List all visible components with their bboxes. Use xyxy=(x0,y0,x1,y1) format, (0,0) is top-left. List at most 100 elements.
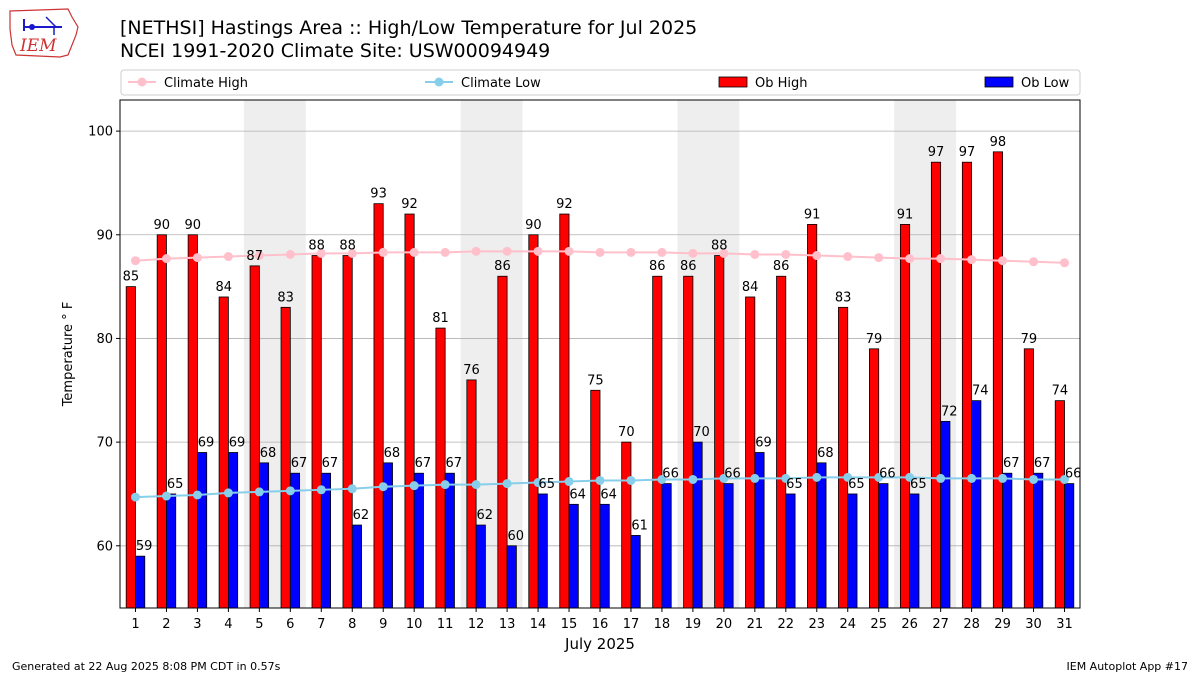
ob-high-bar xyxy=(776,275,787,609)
ob-high-bar xyxy=(466,379,477,609)
climate-low-point xyxy=(1029,474,1039,484)
climate-low-point xyxy=(719,473,729,483)
x-tick-label: 20 xyxy=(716,617,733,632)
ob-low-bar xyxy=(444,472,455,609)
climate-high-point xyxy=(936,254,946,264)
climate-high-point xyxy=(409,247,419,257)
ob-high-bar xyxy=(528,234,539,609)
ob-low-label: 67 xyxy=(291,456,308,471)
ob-high-label: 97 xyxy=(928,145,945,160)
ob-high-bar xyxy=(590,389,601,609)
ob-high-label: 79 xyxy=(866,332,883,347)
ob-low-bar xyxy=(692,441,703,609)
climate-high-point xyxy=(502,246,512,256)
climate-high-point xyxy=(688,248,698,258)
x-tick-label: 19 xyxy=(685,617,702,632)
ob-low-bar xyxy=(1033,472,1044,609)
ob-low-label: 66 xyxy=(1065,467,1082,482)
ob-high-bar xyxy=(435,327,446,609)
ob-low-label: 59 xyxy=(136,539,153,554)
ob-high-label: 86 xyxy=(494,259,511,274)
legend-label: Ob Low xyxy=(1021,76,1070,91)
climate-high-point xyxy=(378,247,388,257)
x-tick-label: 1 xyxy=(131,617,139,632)
climate-high-point xyxy=(1060,258,1070,268)
x-tick-label: 3 xyxy=(193,617,201,632)
ob-low-label: 68 xyxy=(260,446,277,461)
climate-lines xyxy=(130,246,1070,502)
climate-high-point xyxy=(719,248,729,258)
chart-title: [NETHSI] Hastings Area :: High/Low Tempe… xyxy=(120,17,698,39)
ob-high-bar xyxy=(992,151,1003,609)
climate-high-point xyxy=(967,255,977,265)
climate-high-point xyxy=(657,247,667,257)
logo-text: IEM xyxy=(19,36,57,56)
ob-high-label: 88 xyxy=(339,239,356,254)
ob-low-bar xyxy=(630,535,641,609)
climate-high-point xyxy=(812,251,822,261)
climate-low-point xyxy=(688,474,698,484)
legend-label: Climate High xyxy=(164,76,248,91)
legend-item-climate-low: Climate Low xyxy=(425,76,541,91)
climate-low-point xyxy=(843,472,853,482)
ob-low-bar xyxy=(723,483,734,609)
generated-footer: Generated at 22 Aug 2025 8:08 PM CDT in … xyxy=(12,660,281,673)
ob-high-bar xyxy=(899,224,911,609)
x-tick-label: 23 xyxy=(809,617,826,632)
climate-low-point xyxy=(657,474,667,484)
x-tick-label: 28 xyxy=(963,617,980,632)
ob-low-label: 72 xyxy=(941,404,958,419)
ob-high-label: 92 xyxy=(556,197,573,212)
ob-high-label: 97 xyxy=(959,145,976,160)
climate-high-point xyxy=(161,254,171,264)
climate-low-point xyxy=(192,490,202,500)
ob-high-bar xyxy=(807,224,818,609)
ob-high-label: 91 xyxy=(804,207,821,222)
x-tick-label: 11 xyxy=(437,617,454,632)
legend-item-ob-high: Ob High xyxy=(718,76,808,91)
ob-low-bar xyxy=(197,452,208,609)
climate-high-point xyxy=(843,252,853,262)
ob-high-bar xyxy=(125,286,136,609)
ob-high-label: 90 xyxy=(185,218,202,233)
climate-high-point xyxy=(223,252,233,262)
x-tick-label: 10 xyxy=(406,617,423,632)
ob-low-label: 67 xyxy=(1034,456,1051,471)
ob-high-bar xyxy=(497,275,508,609)
ob-low-bar xyxy=(909,493,920,609)
climate-low-point xyxy=(471,480,481,490)
climate-high-point xyxy=(440,247,450,257)
climate-low-point xyxy=(316,485,326,495)
ob-high-label: 91 xyxy=(897,207,914,222)
ob-low-bar xyxy=(599,503,610,609)
climate-low-point xyxy=(285,486,295,496)
climate-high-point xyxy=(781,249,791,259)
ob-high-bar xyxy=(187,234,198,609)
ob-high-label: 86 xyxy=(680,259,697,274)
ob-low-label: 67 xyxy=(1003,456,1020,471)
climate-high-point xyxy=(347,248,357,258)
ob-high-label: 90 xyxy=(525,218,542,233)
ob-low-bar xyxy=(351,524,362,609)
ob-low-label: 60 xyxy=(507,529,524,544)
ob-low-label: 66 xyxy=(662,467,679,482)
ob-high-bar xyxy=(311,255,322,609)
ob-high-label: 81 xyxy=(432,311,449,326)
ob-high-label: 74 xyxy=(1052,384,1069,399)
climate-low-point xyxy=(533,478,543,488)
ob-low-label: 68 xyxy=(384,446,401,461)
y-tick-label: 90 xyxy=(96,228,113,243)
y-tick-label: 60 xyxy=(96,539,113,554)
climate-high-point xyxy=(998,256,1008,266)
ob-high-label: 83 xyxy=(835,290,852,305)
climate-high-point xyxy=(564,246,574,256)
ob-low-bar xyxy=(568,503,579,609)
ob-high-label: 93 xyxy=(370,187,387,202)
ob-high-bar xyxy=(249,265,260,609)
climate-low-point xyxy=(161,491,171,501)
ob-low-bar xyxy=(227,452,239,609)
ob-low-bar xyxy=(816,462,827,609)
ob-high-label: 83 xyxy=(277,290,294,305)
ob-low-bar xyxy=(258,462,270,609)
ob-high-label: 92 xyxy=(401,197,418,212)
